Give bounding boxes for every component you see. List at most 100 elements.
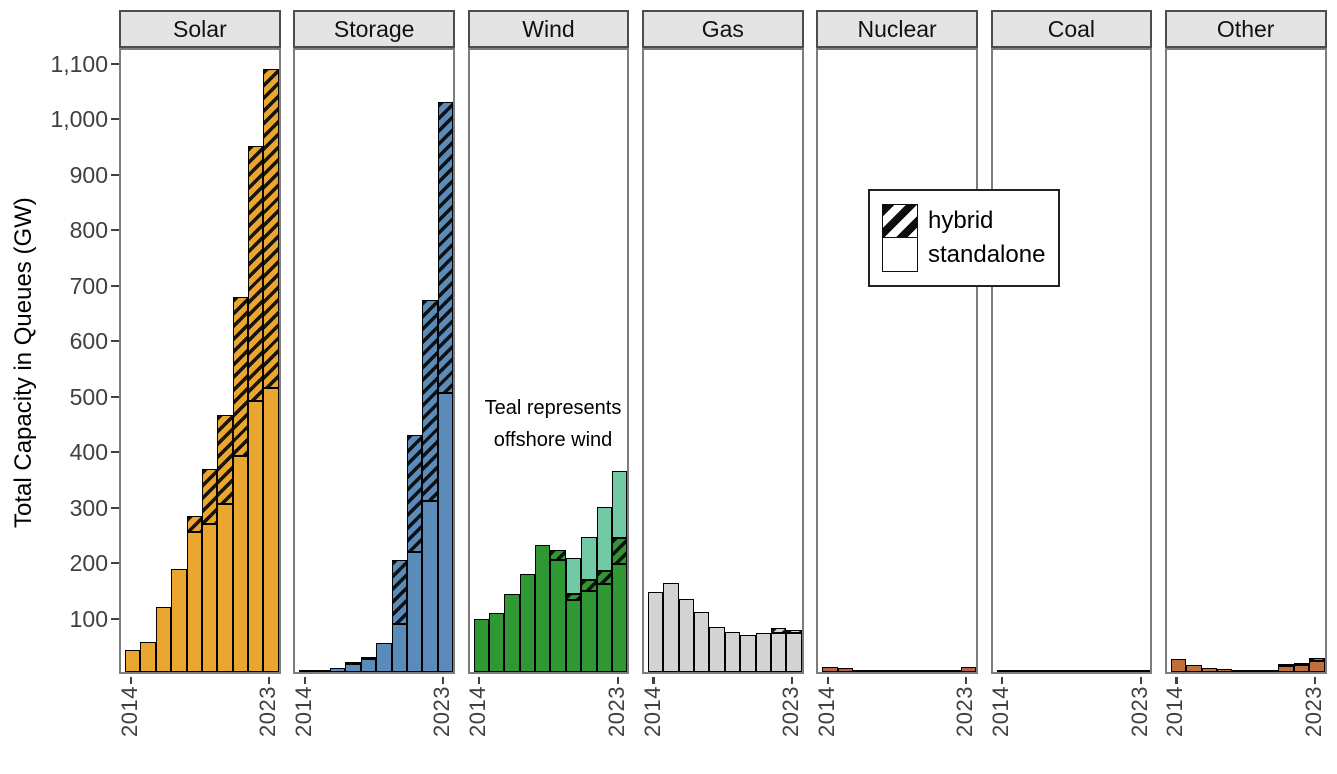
bar-segment-standalone	[996, 669, 1012, 672]
bar-segment-hybrid	[1309, 658, 1325, 661]
bar-segment-hybrid	[1278, 663, 1294, 666]
bar-segment-standalone	[647, 591, 664, 672]
bar-segment-offshore	[596, 506, 612, 571]
bar-segment-standalone	[755, 633, 771, 672]
x-tick-label: 2014	[988, 686, 1014, 737]
standalone-swatch-icon	[882, 238, 918, 272]
hybrid-hatch-swatch-icon	[882, 204, 918, 238]
bar-segment-standalone	[1088, 670, 1105, 672]
x-tick-mark	[1175, 677, 1178, 684]
bar-segment-standalone	[248, 400, 264, 672]
bar-segment-standalone	[709, 626, 725, 672]
y-tick-mark	[111, 451, 119, 454]
bar-segment-standalone	[724, 631, 741, 672]
x-tick-mark	[1139, 677, 1142, 684]
x-tick-mark	[652, 677, 655, 684]
facet-panel-wind	[467, 48, 630, 674]
bar-segment-hybrid	[217, 414, 233, 504]
x-tick-label: 2023	[778, 686, 803, 737]
y-tick-label: 700	[69, 272, 108, 299]
bar-segment-hybrid	[1293, 663, 1310, 666]
x-tick-label: 2014	[813, 686, 839, 737]
bar-segment-hybrid	[360, 656, 377, 659]
bar-segment-standalone	[837, 668, 853, 672]
bar-segment-standalone	[535, 545, 551, 672]
bar-segment-standalone	[140, 642, 156, 672]
bar-segment-standalone	[1293, 665, 1310, 672]
bar-segment-standalone	[960, 667, 976, 672]
bar-segment-standalone	[694, 612, 710, 672]
x-tick-mark	[826, 677, 829, 684]
y-tick-mark	[111, 62, 119, 65]
y-tick-label: 1,000	[50, 106, 108, 133]
bar-segment-standalone	[519, 573, 536, 672]
bar-segment-hybrid	[581, 579, 597, 591]
bar-segment-standalone	[596, 583, 612, 672]
x-tick-label: 2023	[1126, 686, 1152, 737]
bar-segment-standalone	[899, 670, 915, 672]
facet-strip-storage: Storage	[293, 10, 456, 48]
x-tick-mark	[442, 677, 445, 684]
x-tick-mark	[1313, 677, 1316, 684]
facet-panel-nuclear	[816, 48, 978, 674]
y-tick-label: 800	[69, 217, 108, 244]
x-tick-mark	[303, 677, 307, 684]
facet-strip-solar: Solar	[119, 10, 281, 48]
y-tick-mark	[111, 340, 119, 343]
bar-segment-standalone	[1263, 669, 1279, 672]
bar-segment-standalone	[852, 670, 869, 672]
x-tick-mark	[790, 677, 794, 684]
bar-segment-standalone	[155, 606, 172, 672]
bar-segment-standalone	[1027, 670, 1043, 672]
bar-segment-standalone	[217, 503, 233, 672]
y-tick-label: 200	[69, 550, 108, 576]
bar-segment-standalone	[868, 670, 884, 672]
bar-segment-offshore	[612, 471, 628, 539]
bar-segment-standalone	[1247, 670, 1264, 672]
y-tick-mark	[111, 284, 119, 287]
bar-segment-hybrid	[232, 297, 249, 457]
bar-segment-standalone	[1011, 670, 1028, 672]
facet-strip-wind: Wind	[467, 10, 630, 48]
bar-segment-standalone	[1058, 670, 1074, 672]
bar-segment-standalone	[883, 670, 900, 672]
bar-segment-hybrid	[770, 628, 787, 633]
facet-panel-other	[1164, 48, 1327, 674]
bar-segment-standalone	[1186, 665, 1202, 672]
y-tick-mark	[111, 229, 119, 232]
facet-strip-coal: Coal	[990, 10, 1153, 48]
bar-segment-hybrid	[437, 101, 454, 393]
bar-segment-standalone	[125, 649, 141, 672]
bar-segment-standalone	[1216, 669, 1233, 672]
x-tick-mark	[965, 677, 968, 684]
y-tick-mark	[111, 562, 119, 565]
y-tick-mark	[111, 506, 119, 509]
bar-segment-standalone	[663, 583, 679, 672]
bar-segment-standalone	[360, 658, 377, 672]
y-tick-mark	[111, 617, 119, 620]
bar-segment-standalone	[437, 392, 454, 672]
facet-panel-gas	[641, 48, 804, 674]
bar-segment-standalone	[1119, 670, 1135, 672]
bar-segment-hybrid	[565, 594, 582, 600]
facet-strip-other: Other	[1164, 10, 1327, 48]
bar-segment-standalone	[740, 634, 756, 672]
bar-segment-standalone	[299, 670, 315, 672]
bar-segment-standalone	[488, 612, 505, 672]
bar-segment-hybrid	[345, 662, 361, 665]
bar-segment-hybrid	[550, 550, 566, 560]
bar-segment-standalone	[171, 568, 187, 672]
bar-segment-standalone	[822, 667, 838, 672]
y-tick-mark	[111, 173, 119, 176]
bar-segment-standalone	[263, 387, 279, 672]
legend-label-hybrid: hybrid	[928, 207, 994, 234]
bar-segment-standalone	[786, 633, 802, 672]
bar-segment-standalone	[1134, 670, 1151, 672]
bar-segment-standalone	[1073, 670, 1089, 672]
bar-segment-standalone	[1278, 665, 1294, 672]
bar-segment-standalone	[565, 599, 582, 672]
x-tick-label: 2014	[465, 686, 491, 737]
bar-segment-standalone	[550, 559, 566, 672]
facet-panel-solar	[119, 48, 281, 674]
